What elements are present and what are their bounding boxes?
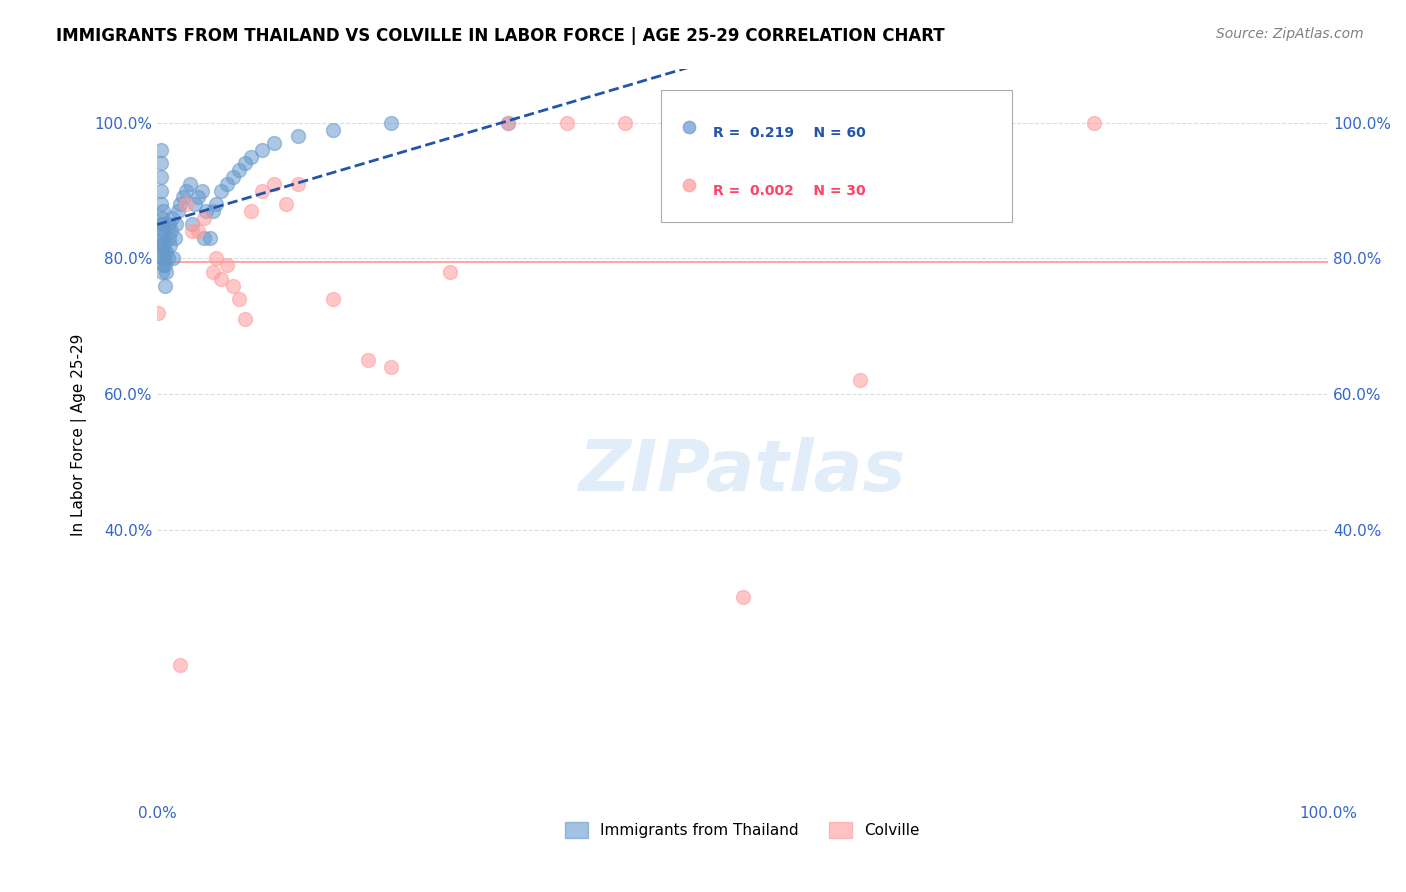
Immigrants from Thailand [287,129,309,144]
Colville [966,116,988,130]
Colville [848,374,870,388]
Immigrants from Thailand [157,218,180,232]
Immigrants from Thailand [155,244,177,259]
Immigrants from Thailand [731,116,754,130]
Immigrants from Thailand [195,203,218,218]
Immigrants from Thailand [156,252,179,266]
Immigrants from Thailand [163,231,186,245]
Colville [181,224,204,238]
Colville [555,116,578,130]
Immigrants from Thailand [181,218,204,232]
Immigrants from Thailand [150,265,173,279]
Immigrants from Thailand [217,177,239,191]
Immigrants from Thailand [159,237,181,252]
Immigrants from Thailand [222,169,245,184]
Immigrants from Thailand [157,231,180,245]
Immigrants from Thailand [149,184,172,198]
Immigrants from Thailand [152,258,174,272]
Immigrants from Thailand [202,203,225,218]
Immigrants from Thailand [162,211,184,225]
Immigrants from Thailand [150,237,173,252]
Colville [233,312,256,326]
Text: Source: ZipAtlas.com: Source: ZipAtlas.com [1216,27,1364,41]
Immigrants from Thailand [239,150,262,164]
Colville [263,177,285,191]
Immigrants from Thailand [155,258,177,272]
Colville [239,203,262,218]
Colville [439,265,461,279]
Text: IMMIGRANTS FROM THAILAND VS COLVILLE IN LABOR FORCE | AGE 25-29 CORRELATION CHAR: IMMIGRANTS FROM THAILAND VS COLVILLE IN … [56,27,945,45]
Colville [176,197,198,211]
Immigrants from Thailand [162,252,184,266]
Colville [228,292,250,306]
Colville [169,658,191,673]
Immigrants from Thailand [380,116,402,130]
Colville [380,359,402,374]
Legend: Immigrants from Thailand, Colville: Immigrants from Thailand, Colville [560,816,927,845]
Colville [193,211,215,225]
Immigrants from Thailand [149,143,172,157]
Colville [322,292,344,306]
Colville [202,265,225,279]
Immigrants from Thailand [263,136,285,150]
Y-axis label: In Labor Force | Age 25-29: In Labor Force | Age 25-29 [72,334,87,536]
Colville [211,271,233,285]
Immigrants from Thailand [149,169,172,184]
Colville [498,116,520,130]
Immigrants from Thailand [152,231,174,245]
Colville [187,224,209,238]
Immigrants from Thailand [152,203,174,218]
Immigrants from Thailand [190,184,212,198]
Immigrants from Thailand [187,190,209,204]
Immigrants from Thailand [150,224,173,238]
Immigrants from Thailand [204,197,226,211]
Colville [287,177,309,191]
Immigrants from Thailand [169,197,191,211]
Immigrants from Thailand [176,184,198,198]
Colville [731,591,754,605]
Immigrants from Thailand [233,156,256,170]
Immigrants from Thailand [193,231,215,245]
Colville [222,278,245,293]
Immigrants from Thailand [150,211,173,225]
Immigrants from Thailand [153,252,176,266]
Colville [217,258,239,272]
Immigrants from Thailand [153,237,176,252]
Immigrants from Thailand [211,184,233,198]
Immigrants from Thailand [155,265,177,279]
Immigrants from Thailand [172,190,194,204]
Immigrants from Thailand [150,252,173,266]
Immigrants from Thailand [165,218,187,232]
Immigrants from Thailand [167,203,190,218]
Immigrants from Thailand [160,224,183,238]
Immigrants from Thailand [149,218,172,232]
Immigrants from Thailand [155,278,177,293]
Immigrants from Thailand [152,218,174,232]
Immigrants from Thailand [152,244,174,259]
Immigrants from Thailand [149,156,172,170]
Immigrants from Thailand [183,197,205,211]
Colville [907,116,929,130]
Colville [274,197,297,211]
Colville [148,305,170,319]
Immigrants from Thailand [498,116,520,130]
Immigrants from Thailand [228,163,250,178]
Immigrants from Thailand [198,231,221,245]
Immigrants from Thailand [322,122,344,136]
Immigrants from Thailand [179,177,201,191]
Colville [1083,116,1105,130]
Immigrants from Thailand [149,197,172,211]
Immigrants from Thailand [148,237,170,252]
Colville [204,252,226,266]
Text: ZIPatlas: ZIPatlas [579,437,907,506]
Immigrants from Thailand [153,224,176,238]
Immigrants from Thailand [252,143,274,157]
Colville [357,353,380,368]
Colville [614,116,637,130]
Colville [252,184,274,198]
